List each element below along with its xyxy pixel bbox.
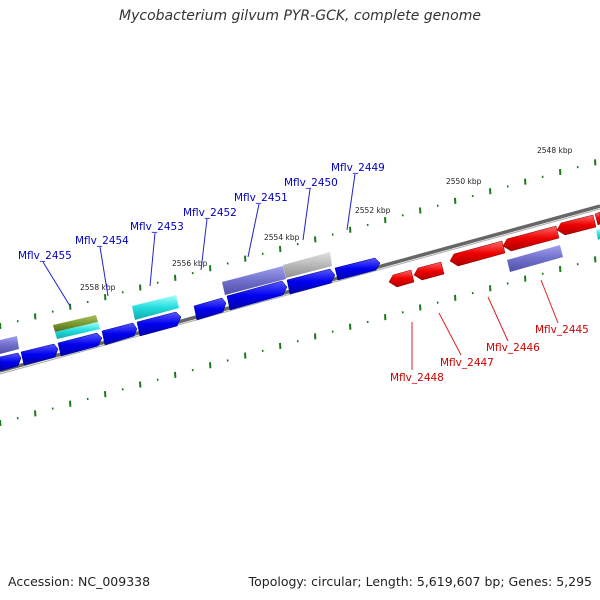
gene-label[interactable]: Mflv_2448 (390, 372, 444, 384)
reverse-gene-labels: Mflv_2445 Mflv_2446 Mflv_2447 Mflv_2448 (390, 279, 589, 384)
gene-label[interactable]: Mflv_2449 (331, 162, 385, 174)
label-leader-line (99, 246, 109, 297)
gene-annotation-lavender (0, 336, 19, 354)
gene-label[interactable]: Mflv_2452 (183, 207, 237, 219)
gene-feature[interactable] (594, 211, 600, 226)
gene-annotation-cyan (132, 295, 179, 320)
label-leader-line (346, 173, 356, 231)
gene-feature[interactable] (101, 322, 138, 346)
gene-label[interactable]: Mflv_2445 (535, 324, 589, 336)
gene-feature[interactable] (57, 332, 103, 357)
gene-feature[interactable] (226, 280, 288, 311)
gene-label[interactable]: Mflv_2446 (486, 342, 540, 354)
forward-strand-annotations (0, 252, 332, 354)
gene-feature[interactable] (449, 240, 506, 267)
gene-label[interactable]: Mflv_2454 (75, 235, 129, 247)
gene-feature[interactable] (413, 261, 445, 281)
gene-annotation-grey (283, 252, 332, 278)
forward-strand-genes (0, 257, 381, 372)
gene-feature[interactable] (334, 257, 381, 281)
genome-summary: Topology: circular; Length: 5,619,607 bp… (248, 574, 592, 589)
label-leader-line (42, 261, 71, 307)
scale-label: 2550 kbp (446, 177, 482, 186)
gene-annotation-cyan (596, 229, 600, 240)
label-leader-line (149, 232, 156, 287)
gene-feature[interactable] (0, 352, 22, 372)
scale-label: 2554 kbp (264, 233, 300, 242)
label-leader-line (540, 279, 559, 324)
gene-annotation-lavender (222, 266, 286, 295)
gene-feature[interactable] (136, 311, 182, 337)
label-leader-line (247, 203, 260, 258)
scale-ticks-outer (0, 159, 597, 330)
gene-label[interactable]: Mflv_2450 (284, 177, 338, 189)
gene-annotation-olive (53, 315, 98, 332)
label-leader-line (438, 312, 462, 356)
gene-feature[interactable] (556, 214, 597, 236)
scale-label: 2552 kbp (355, 206, 391, 215)
gene-feature[interactable] (502, 225, 560, 252)
accession-text: Accession: NC_009338 (8, 574, 151, 589)
scale-ticks-inner (0, 256, 597, 427)
reverse-strand-annotations (507, 229, 600, 272)
gene-feature[interactable] (286, 268, 336, 295)
label-leader-line (200, 218, 208, 271)
gene-annotation-cyan (55, 322, 100, 339)
gene-label[interactable]: Mflv_2447 (440, 357, 494, 369)
gene-annotation-lavender (507, 245, 563, 272)
gene-feature[interactable] (388, 269, 415, 288)
gene-feature[interactable] (20, 343, 59, 366)
reverse-strand-genes (388, 211, 600, 288)
gene-label[interactable]: Mflv_2453 (130, 221, 184, 233)
label-leader-line (302, 188, 311, 241)
scale-label: 2558 kbp (80, 283, 116, 292)
map-title: Mycobacterium gilvum PYR-GCK, complete g… (119, 8, 481, 24)
scale-label: 2556 kbp (172, 259, 208, 268)
scale-label: 2548 kbp (537, 146, 573, 155)
forward-gene-labels: Mflv_2449 Mflv_2450 Mflv_2451 Mflv_2452 … (18, 162, 385, 307)
gene-feature[interactable] (193, 297, 227, 321)
gene-label[interactable]: Mflv_2451 (234, 192, 288, 204)
gene-label[interactable]: Mflv_2455 (18, 250, 72, 262)
label-leader-line (487, 296, 509, 342)
